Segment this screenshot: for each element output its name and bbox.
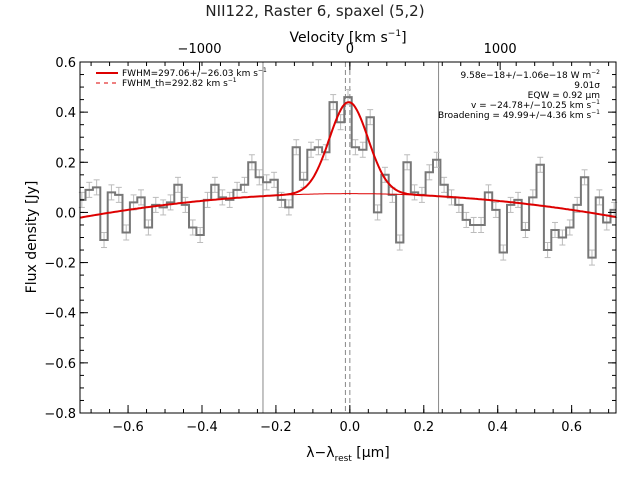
y-tick-label: 0.0 bbox=[55, 206, 76, 221]
thermal-fit-line bbox=[79, 101, 617, 219]
x-tick-label: −0.2 bbox=[260, 420, 292, 435]
chart-title: NII122, Raster 6, spaxel (5,2) bbox=[205, 2, 424, 20]
y-tick-label: 0.6 bbox=[55, 56, 76, 71]
fit-annotation: 9.58e−18+/−1.06e−18 W m−2 bbox=[461, 69, 601, 81]
spectrum-histogram bbox=[80, 96, 616, 259]
x-tick-label: 0.0 bbox=[340, 420, 361, 435]
y-tick-label: 0.2 bbox=[55, 156, 76, 171]
top-axis-title-sup: −1 bbox=[388, 29, 401, 39]
top-tick-label: 1000 bbox=[484, 42, 517, 57]
fit-annotation: Broadening = 49.99+/−4.36 km s−1 bbox=[438, 109, 600, 121]
x-axis-title-unit: [μm] bbox=[352, 445, 390, 461]
y-axis-title: Flux density [Jy] bbox=[24, 181, 40, 294]
y-tick-label: −0.4 bbox=[44, 307, 76, 322]
top-axis-title: Velocity [km s−1] bbox=[289, 29, 406, 46]
legend-label: FWHM=297.06+/−26.03 km s−1 bbox=[122, 67, 267, 79]
top-axis-title-end: ] bbox=[401, 30, 406, 46]
x-tick-label: 0.2 bbox=[413, 420, 434, 435]
x-axis-title-sub: rest bbox=[335, 454, 353, 464]
x-tick-label: −0.4 bbox=[186, 420, 218, 435]
y-tick-label: −0.2 bbox=[44, 257, 76, 272]
x-tick-label: 0.6 bbox=[561, 420, 582, 435]
legend: FWHM=297.06+/−26.03 km s−1FWHM_th=292.82… bbox=[96, 67, 267, 89]
y-tick-label: −0.6 bbox=[44, 357, 76, 372]
x-axis-title: λ−λrest [μm] bbox=[306, 445, 390, 464]
legend-label: FWHM_th=292.82 km s−1 bbox=[122, 77, 237, 89]
top-tick-label: −1000 bbox=[178, 42, 222, 57]
top-tick-label: 0 bbox=[346, 42, 354, 57]
fit-annotation: EQW = 0.92 μm bbox=[528, 91, 600, 101]
y-tick-label: −0.8 bbox=[44, 407, 76, 422]
axis-ticks: −0.6 −0.4 −0.2 0.0 0.2 0.4 0.6 −0.8 −0.6 −0.4 −0.2… bbox=[44, 42, 616, 435]
plot-area bbox=[78, 62, 618, 413]
fit-annotation: 9.01σ bbox=[574, 81, 600, 91]
fit-annotation: v = −24.78+/−10.25 km s−1 bbox=[471, 99, 600, 111]
x-tick-label: 0.4 bbox=[487, 420, 508, 435]
y-tick-label: 0.4 bbox=[55, 106, 76, 121]
x-tick-label: −0.6 bbox=[112, 420, 144, 435]
